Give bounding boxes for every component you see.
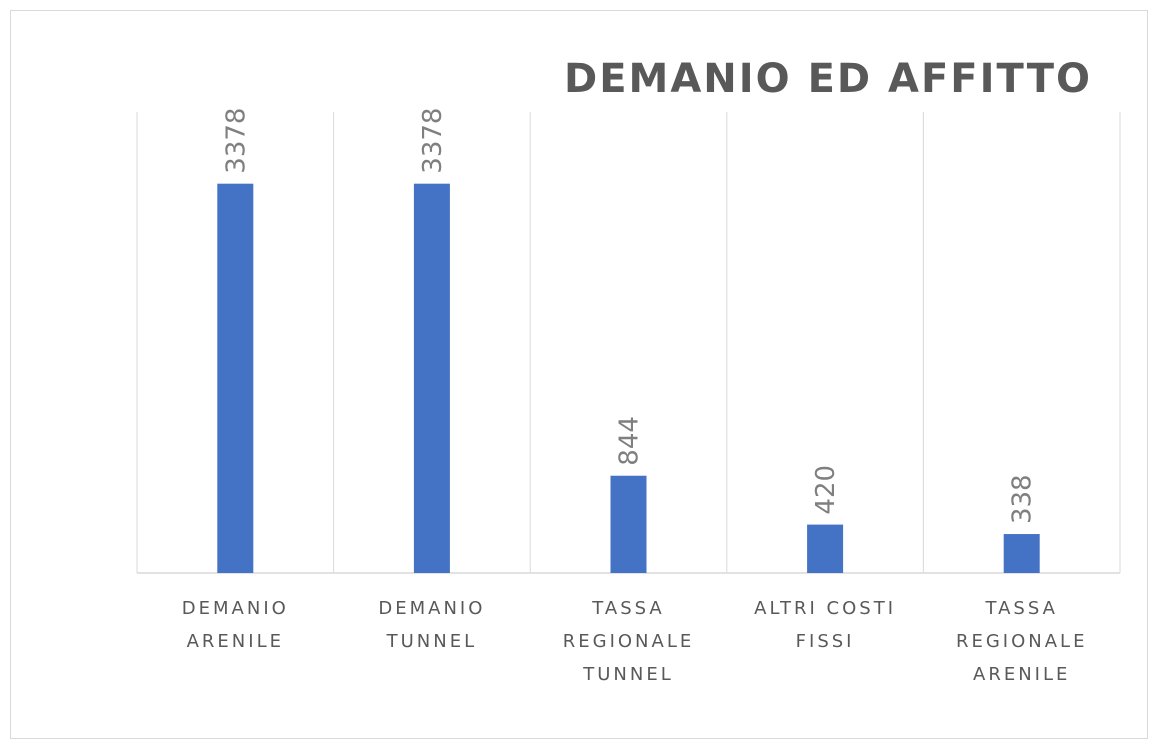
bar (413, 183, 450, 574)
bar (217, 183, 254, 574)
chart-frame (10, 10, 1148, 739)
bar (807, 524, 844, 573)
bar (610, 475, 647, 573)
data-label: 844 (615, 416, 645, 466)
x-tick-label: DEMANIO ARENILE (182, 598, 289, 652)
data-label: 420 (811, 465, 841, 515)
chart-title: DEMANIO ED AFFITTO (564, 56, 1092, 102)
data-label: 338 (1008, 474, 1038, 524)
data-label: 3378 (221, 108, 251, 174)
bar (1003, 534, 1040, 573)
x-tick-label: TASSA REGIONALE TUNNEL (563, 598, 694, 685)
data-label: 3378 (418, 108, 448, 174)
x-tick-label: DEMANIO TUNNEL (378, 598, 485, 652)
x-tick-label: ALTRI COSTI FISSI (754, 598, 896, 652)
x-tick-label: TASSA REGIONALE ARENILE (956, 598, 1087, 685)
